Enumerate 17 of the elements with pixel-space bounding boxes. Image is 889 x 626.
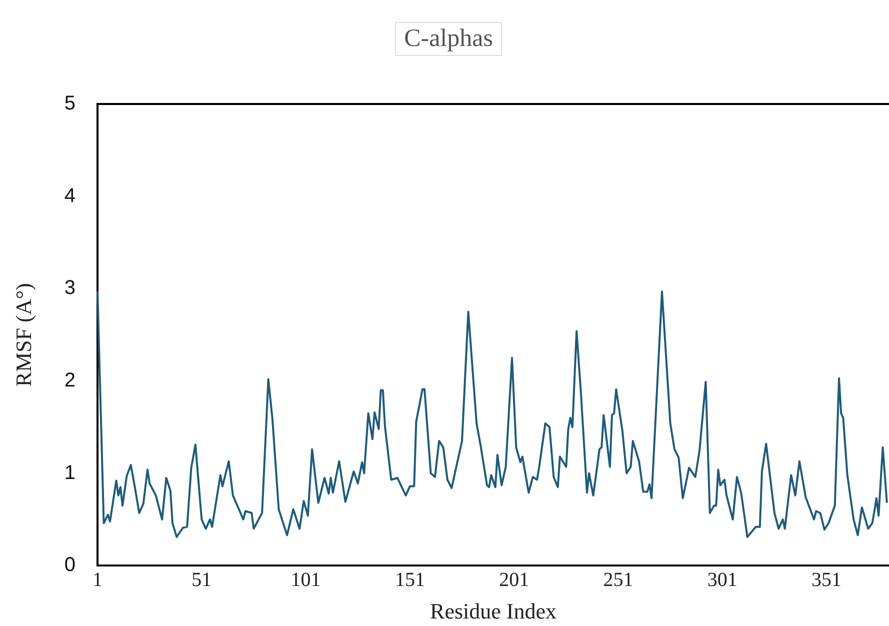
x-tick-label: 101 bbox=[290, 568, 321, 591]
x-tick-label: 201 bbox=[499, 568, 530, 591]
x-axis-title: Residue Index bbox=[430, 598, 556, 624]
y-tick-label: 0 bbox=[64, 554, 76, 576]
y-axis-title: RMSF (A°) bbox=[10, 283, 36, 387]
y-tick-label: 1 bbox=[64, 462, 76, 484]
chart-title: C-alphas bbox=[395, 22, 502, 56]
y-tick-label: 4 bbox=[64, 184, 76, 207]
x-tick-label: 301 bbox=[707, 568, 738, 591]
y-tick-label: 3 bbox=[64, 277, 76, 300]
y-tick-label: 2 bbox=[64, 369, 76, 392]
x-tick-label: 1 bbox=[92, 568, 103, 591]
y-tick-label: 5 bbox=[64, 92, 76, 115]
x-tick-label: 351 bbox=[812, 568, 842, 591]
x-tick-label: 51 bbox=[192, 568, 212, 591]
x-tick-label: 251 bbox=[603, 568, 634, 591]
x-tick-label: 151 bbox=[394, 568, 425, 591]
